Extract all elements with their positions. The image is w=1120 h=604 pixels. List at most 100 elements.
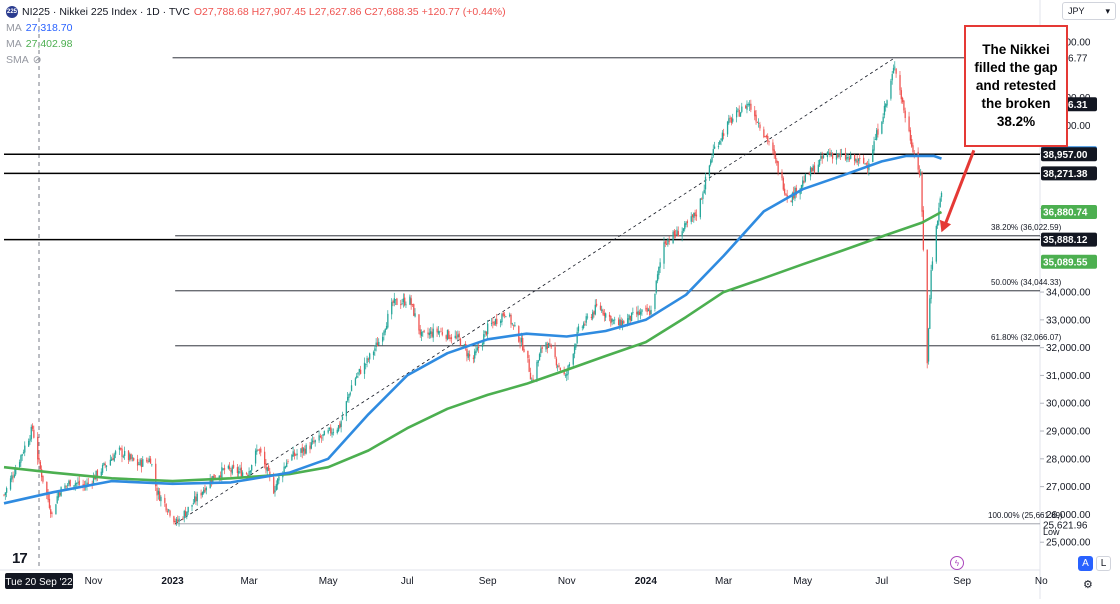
candle-body (384, 329, 386, 333)
candle-body (410, 298, 412, 306)
candle-body (213, 474, 215, 479)
price-label: 35,089.55 (1043, 257, 1088, 268)
y-tick-label: 43,000.00 (1046, 37, 1091, 48)
candle-body (112, 458, 114, 461)
candle-body (111, 458, 113, 461)
candle-body (227, 465, 230, 469)
candle-body (545, 342, 547, 350)
log-scale-button[interactable]: L (1096, 556, 1111, 571)
candle-body (341, 416, 344, 420)
candle-body (92, 476, 95, 485)
candle-body (656, 274, 659, 282)
candle-body (68, 481, 70, 485)
candle-body (31, 425, 34, 429)
candle-body (301, 447, 303, 453)
candle-body (476, 347, 478, 351)
candle-body (183, 510, 185, 519)
candle-body (550, 345, 552, 348)
candle-body (156, 487, 158, 496)
candle-body (691, 214, 694, 218)
candle-body (332, 432, 335, 433)
candle-body (895, 68, 897, 74)
legend-title-row[interactable]: 225 NI225 · Nikkei 225 Index · 1D · TVC … (6, 4, 506, 20)
candle-body (790, 200, 792, 202)
fib-level-label: 50.00% (34,044.33) (991, 278, 1062, 287)
candle-body (204, 488, 206, 492)
candle-body (592, 312, 594, 319)
candle-body (450, 337, 453, 340)
candle-body (249, 470, 252, 473)
tradingview-logo[interactable]: 17 (12, 550, 28, 567)
x-tick-label: Nov (85, 576, 103, 587)
price-label-box (1041, 147, 1097, 162)
x-tick-label: Nov (558, 576, 576, 587)
sma-row[interactable]: SMA ⊘ (6, 52, 506, 68)
candle-body (20, 455, 22, 463)
hidden-eye-icon[interactable]: ⊘ (32, 54, 42, 66)
candle-body (800, 185, 803, 189)
candle-body (345, 401, 348, 417)
symbol-title: NI225 · Nikkei 225 Index · 1D · TVC (22, 6, 190, 18)
y-tick-label: 26,000.00 (1046, 510, 1091, 521)
candle-body (322, 434, 324, 437)
candle-body (681, 231, 683, 237)
flash-icon[interactable]: ϟ (950, 556, 964, 570)
candle-body (330, 427, 332, 434)
candle-body (576, 331, 578, 344)
candle-body (164, 497, 166, 503)
y-tick-label: 32,000.00 (1046, 343, 1091, 354)
x-tick-label: No (1035, 576, 1048, 587)
candle-body (130, 454, 132, 460)
candle-body (321, 437, 323, 439)
candle-body (37, 436, 39, 460)
candle-body (785, 193, 787, 196)
gear-icon[interactable]: ⚙ (1083, 579, 1093, 591)
candle-body (192, 503, 195, 505)
candle-body (554, 347, 556, 358)
candle-body (376, 342, 379, 347)
candle-body (22, 452, 25, 453)
candle-body (356, 375, 358, 378)
candle-body (402, 298, 405, 303)
ma1-label: MA (6, 22, 22, 34)
candle-body (422, 331, 424, 333)
candle-body (245, 473, 248, 475)
y-tick-label: 29,000.00 (1046, 427, 1091, 438)
candle-body (446, 330, 449, 340)
candle-body (230, 469, 232, 472)
candle-body (254, 450, 257, 464)
candle-body (850, 155, 852, 159)
candle-body (573, 346, 576, 354)
candle-body (708, 165, 711, 176)
currency-label: JPY (1068, 6, 1085, 16)
candle-body (509, 314, 511, 317)
candle-body (617, 319, 620, 326)
candle-body (13, 474, 16, 478)
candle-body (147, 460, 149, 463)
candle-body (748, 103, 751, 106)
candle-body (549, 343, 551, 345)
candle-body (523, 348, 525, 352)
candle-body (828, 153, 830, 154)
candle-body (151, 464, 153, 466)
candle-body (33, 429, 35, 438)
candle-body (646, 307, 648, 312)
candle-body (129, 454, 131, 460)
candle-body (472, 357, 475, 359)
candle-body (909, 130, 912, 141)
candle-body (638, 311, 641, 315)
candle-body (818, 159, 821, 166)
candle-body (64, 485, 66, 489)
candle-body (756, 122, 759, 123)
ma2-row[interactable]: MA 27,402.98 (6, 36, 506, 52)
candle-body (219, 475, 222, 478)
candle-body (917, 151, 919, 170)
candle-body (781, 171, 783, 178)
ma1-row[interactable]: MA 27,318.70 (6, 20, 506, 36)
candle-body (855, 159, 857, 162)
candle-body (441, 332, 443, 335)
currency-select[interactable]: JPY ▾ (1062, 2, 1116, 20)
auto-scale-button[interactable]: A (1078, 556, 1093, 571)
candle-body (428, 332, 430, 336)
